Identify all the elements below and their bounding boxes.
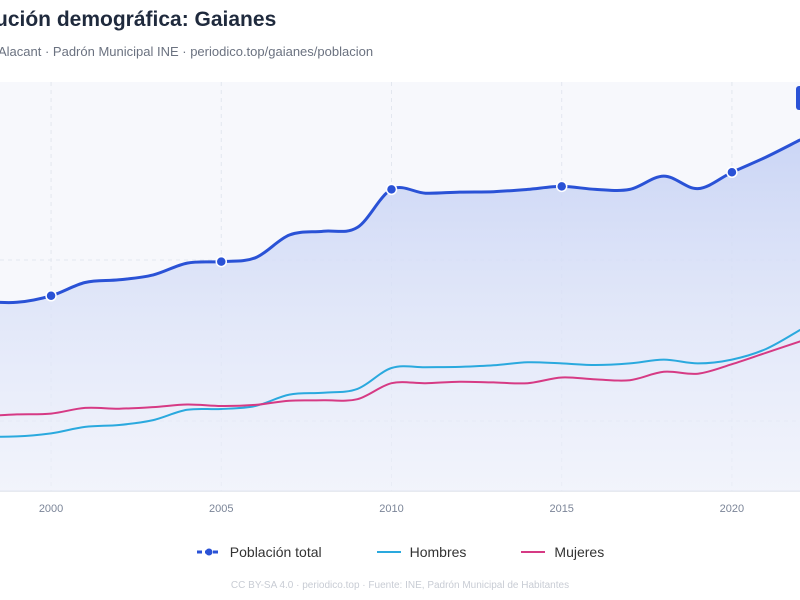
x-tick-label-2005: 2005	[209, 503, 233, 515]
tooltip-badge[interactable]	[796, 86, 800, 110]
data-point-total-2015[interactable]	[555, 180, 568, 193]
legend-swatch-total	[196, 548, 221, 556]
legend-label-mujeres: Mujeres	[554, 544, 605, 560]
data-point-total-2005[interactable]	[215, 255, 228, 268]
chart-subtitle: Alacant · Padrón Municipal INE · periodi…	[0, 44, 374, 59]
legend-item-total[interactable]: Población total	[196, 544, 322, 560]
legend-swatch-hombres	[376, 551, 401, 553]
legend-item-hombres[interactable]: Hombres	[376, 544, 467, 560]
footer-credit: CC BY-SA 4.0 · periodico.top · Fuente: I…	[230, 580, 570, 591]
x-tick-label-2020: 2020	[720, 503, 744, 515]
data-point-total-2020[interactable]	[726, 166, 738, 179]
legend-item-mujeres[interactable]: Mujeres	[520, 544, 604, 560]
legend: Población total Hombres Mujeres	[0, 544, 800, 560]
markers-layer	[45, 166, 738, 302]
lines-layer	[0, 138, 800, 438]
series-line-mujeres[interactable]	[0, 340, 800, 417]
chart-title: ución demográfica: Gaianes	[0, 8, 277, 31]
x-axis: 2000 2005 2010 2015 2020	[39, 503, 744, 515]
x-tick-label-2010: 2010	[379, 503, 403, 515]
series-line-hombres[interactable]	[0, 329, 800, 438]
legend-label-total: Población total	[229, 544, 322, 560]
x-tick-label-2015: 2015	[549, 503, 573, 515]
area-total	[0, 140, 800, 491]
series-line-total[interactable]	[0, 138, 800, 305]
legend-label-hombres: Hombres	[409, 544, 467, 560]
legend-swatch-mujeres	[521, 551, 546, 553]
data-point-total-2000[interactable]	[45, 290, 57, 302]
area-layer	[0, 140, 800, 491]
x-tick-label-2000: 2000	[39, 503, 63, 515]
data-point-total-2010[interactable]	[385, 183, 398, 196]
